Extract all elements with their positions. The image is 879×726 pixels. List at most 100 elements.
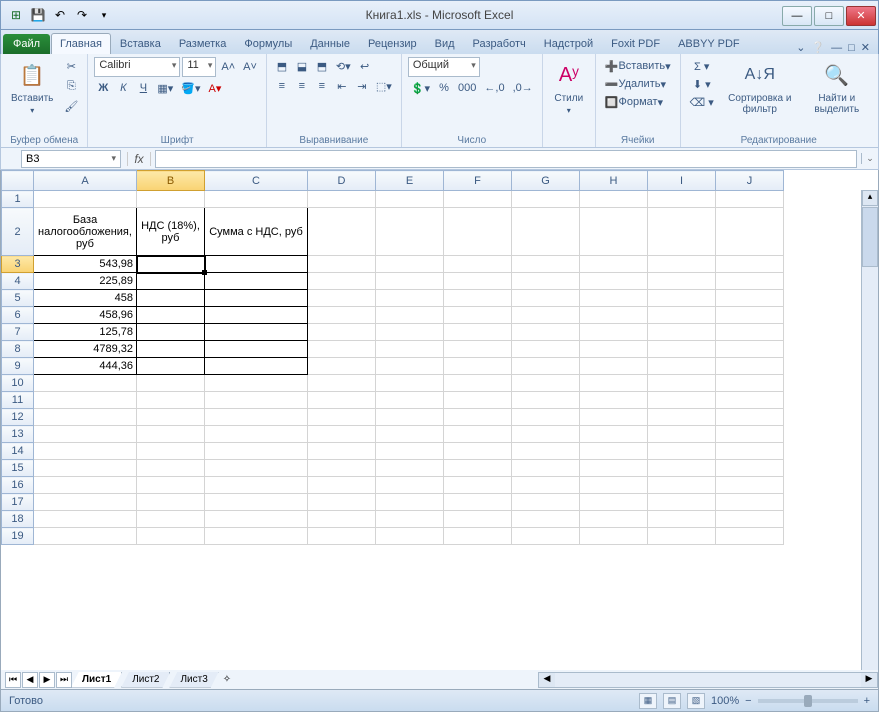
save-icon[interactable]: 💾	[29, 6, 47, 24]
cell-D16[interactable]	[308, 477, 376, 494]
cell-E19[interactable]	[376, 528, 444, 545]
bold-button[interactable]: Ж	[94, 79, 112, 97]
cell-C3[interactable]	[205, 256, 308, 273]
sheet-tab-1[interactable]: Лист1	[71, 672, 122, 688]
cell-I15[interactable]	[648, 460, 716, 477]
cell-F2[interactable]	[444, 208, 512, 256]
cell-J15[interactable]	[716, 460, 784, 477]
cell-F14[interactable]	[444, 443, 512, 460]
cell-I18[interactable]	[648, 511, 716, 528]
zoom-in-button[interactable]: +	[864, 695, 870, 707]
cell-I1[interactable]	[648, 191, 716, 208]
row-header-8[interactable]: 8	[2, 341, 34, 358]
cell-C2[interactable]: Сумма с НДС, руб	[205, 208, 308, 256]
cell-H2[interactable]	[580, 208, 648, 256]
cell-B8[interactable]	[137, 341, 205, 358]
cell-G14[interactable]	[512, 443, 580, 460]
currency-icon[interactable]: 💲▾	[408, 79, 433, 97]
select-all-corner[interactable]	[2, 171, 34, 191]
cell-B17[interactable]	[137, 494, 205, 511]
cell-I7[interactable]	[648, 324, 716, 341]
cell-G11[interactable]	[512, 392, 580, 409]
scroll-thumb[interactable]	[862, 207, 878, 267]
cell-F17[interactable]	[444, 494, 512, 511]
cell-C11[interactable]	[205, 392, 308, 409]
cell-J18[interactable]	[716, 511, 784, 528]
cell-D17[interactable]	[308, 494, 376, 511]
cell-B9[interactable]	[137, 358, 205, 375]
cell-H17[interactable]	[580, 494, 648, 511]
row-header-15[interactable]: 15	[2, 460, 34, 477]
qat-more-icon[interactable]: ▾	[95, 6, 113, 24]
cell-B12[interactable]	[137, 409, 205, 426]
cell-G8[interactable]	[512, 341, 580, 358]
align-center-icon[interactable]: ≡	[293, 77, 311, 95]
row-header-1[interactable]: 1	[2, 191, 34, 208]
cell-F16[interactable]	[444, 477, 512, 494]
cell-D2[interactable]	[308, 208, 376, 256]
styles-button[interactable]: Aʸ Стили ▾	[549, 57, 589, 117]
cell-F9[interactable]	[444, 358, 512, 375]
cell-J12[interactable]	[716, 409, 784, 426]
cell-E15[interactable]	[376, 460, 444, 477]
cell-D10[interactable]	[308, 375, 376, 392]
dec-decimal-icon[interactable]: ,0→	[510, 79, 536, 97]
fill-icon[interactable]: ⬇ ▾	[687, 75, 717, 93]
cell-B11[interactable]	[137, 392, 205, 409]
tab-data[interactable]: Данные	[301, 33, 359, 54]
cell-I9[interactable]	[648, 358, 716, 375]
cell-E16[interactable]	[376, 477, 444, 494]
cell-F12[interactable]	[444, 409, 512, 426]
autosum-icon[interactable]: Σ ▾	[687, 57, 717, 75]
cell-I14[interactable]	[648, 443, 716, 460]
cell-G9[interactable]	[512, 358, 580, 375]
cell-C1[interactable]	[205, 191, 308, 208]
doc-minimize-icon[interactable]: —	[831, 42, 842, 54]
cell-C18[interactable]	[205, 511, 308, 528]
cell-A2[interactable]: База налогообложения, руб	[34, 208, 137, 256]
cell-D11[interactable]	[308, 392, 376, 409]
cell-H16[interactable]	[580, 477, 648, 494]
tab-review[interactable]: Рецензир	[359, 33, 426, 54]
tab-foxit[interactable]: Foxit PDF	[602, 33, 669, 54]
cell-C12[interactable]	[205, 409, 308, 426]
doc-restore-icon[interactable]: □	[848, 42, 855, 54]
align-top-icon[interactable]: ⬒	[273, 57, 291, 75]
cell-B13[interactable]	[137, 426, 205, 443]
column-header-J[interactable]: J	[716, 171, 784, 191]
cell-H6[interactable]	[580, 307, 648, 324]
close-button[interactable]: ✕	[846, 6, 876, 26]
minimize-button[interactable]: —	[782, 6, 812, 26]
fill-color-button[interactable]: 🪣▾	[178, 79, 203, 97]
cell-A1[interactable]	[34, 191, 137, 208]
tab-view[interactable]: Вид	[426, 33, 464, 54]
cell-C16[interactable]	[205, 477, 308, 494]
cell-D6[interactable]	[308, 307, 376, 324]
insert-cells-button[interactable]: ➕ Вставить ▾	[602, 57, 674, 75]
cell-D8[interactable]	[308, 341, 376, 358]
cell-A16[interactable]	[34, 477, 137, 494]
cell-E14[interactable]	[376, 443, 444, 460]
redo-icon[interactable]: ↷	[73, 6, 91, 24]
cell-B14[interactable]	[137, 443, 205, 460]
cell-H7[interactable]	[580, 324, 648, 341]
cell-B3[interactable]	[137, 256, 205, 273]
cell-I4[interactable]	[648, 273, 716, 290]
cell-H13[interactable]	[580, 426, 648, 443]
grow-font-icon[interactable]: A˄	[218, 58, 238, 76]
cell-B1[interactable]	[137, 191, 205, 208]
cell-C19[interactable]	[205, 528, 308, 545]
cell-C7[interactable]	[205, 324, 308, 341]
sheet-nav-prev-icon[interactable]: ◀	[22, 672, 38, 688]
cell-E3[interactable]	[376, 256, 444, 273]
cell-A8[interactable]: 4789,32	[34, 341, 137, 358]
formula-input[interactable]	[155, 150, 857, 168]
row-header-12[interactable]: 12	[2, 409, 34, 426]
cell-D19[interactable]	[308, 528, 376, 545]
cell-B5[interactable]	[137, 290, 205, 307]
find-select-button[interactable]: 🔍 Найти и выделить	[803, 57, 871, 117]
format-painter-icon[interactable]: 🖌	[61, 97, 81, 115]
format-cells-button[interactable]: 🔲 Формат ▾	[602, 93, 666, 111]
row-header-9[interactable]: 9	[2, 358, 34, 375]
cell-F6[interactable]	[444, 307, 512, 324]
